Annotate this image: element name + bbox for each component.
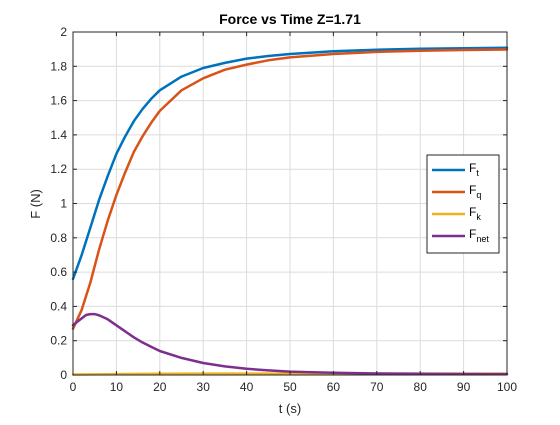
y-tick-label: 0.4 [50, 299, 67, 313]
axis-ticks: 0 10 20 30 40 50 60 70 80 90 100 0 0.2 0.4 0.6 0.8 1 1.2 1… [50, 25, 517, 394]
x-tick-label: 50 [283, 380, 297, 394]
chart-title: Force vs Time Z=1.71 [219, 11, 361, 27]
legend-label-k: Fk [469, 205, 481, 222]
x-tick-label: 60 [327, 380, 341, 394]
y-tick-label: 0.6 [50, 265, 67, 279]
y-axis-label: F (N) [28, 189, 43, 219]
y-tick-label: 0 [60, 368, 67, 382]
x-axis-label: t (s) [279, 401, 301, 416]
y-tick-label: 1.2 [50, 162, 67, 176]
series-line-q [71, 48, 509, 330]
series-line-net [71, 312, 509, 376]
x-tick-label: 20 [153, 380, 167, 394]
x-tick-label: 100 [497, 380, 517, 394]
legend-label-q: Fq [469, 183, 481, 200]
y-tick-label: 2 [60, 25, 67, 39]
x-tick-label: 80 [414, 380, 428, 394]
y-tick-label: 0.8 [50, 231, 67, 245]
x-tick-label: 10 [110, 380, 124, 394]
series-line-t [71, 46, 509, 281]
y-tick-label: 1.6 [50, 94, 67, 108]
y-tick-label: 1 [60, 197, 67, 211]
y-tick-label: 0.2 [50, 334, 67, 348]
x-tick-label: 90 [457, 380, 471, 394]
x-tick-label: 40 [240, 380, 254, 394]
y-tick-label: 1.4 [50, 128, 67, 142]
legend-label-net: Fnet [469, 227, 489, 244]
y-tick-label: 1.8 [50, 59, 67, 73]
x-tick-label: 70 [370, 380, 384, 394]
legend-label-t: Ft [469, 161, 479, 178]
x-tick-label: 30 [197, 380, 211, 394]
x-tick-label: 0 [70, 380, 77, 394]
legend: Ft Fq Fk Fnet [426, 154, 500, 254]
